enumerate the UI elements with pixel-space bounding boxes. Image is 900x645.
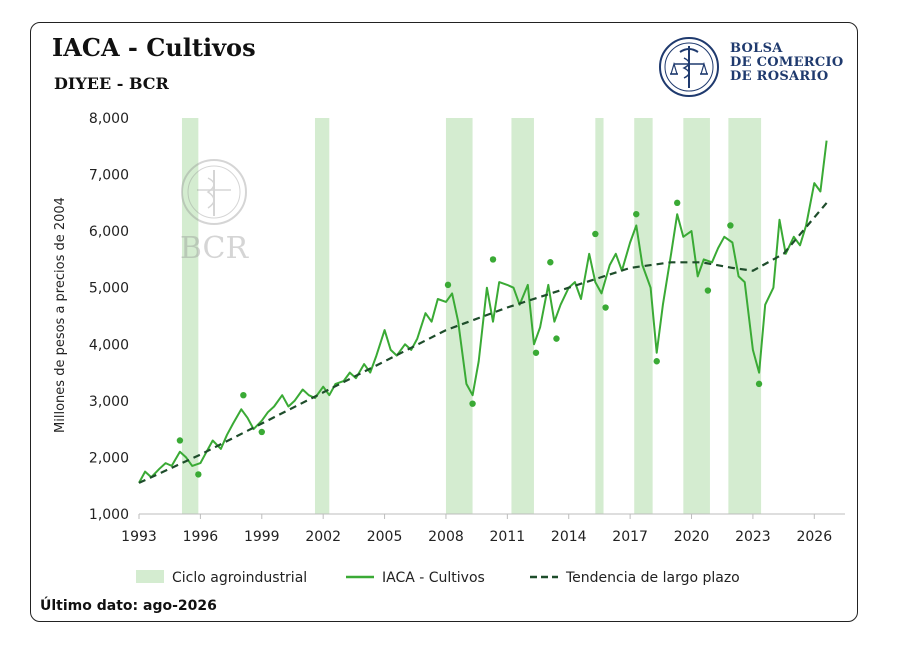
cycle-bands xyxy=(181,118,762,514)
y-tick-label: 1,000 xyxy=(89,507,129,523)
cycle-dot xyxy=(592,230,599,238)
legend-label: Ciclo agroindustrial xyxy=(172,570,307,586)
cycle-dot xyxy=(727,222,734,229)
legend-label: IACA - Cultivos xyxy=(382,570,485,586)
x-tick-label: 1996 xyxy=(183,529,219,545)
y-axis-label: Millones de pesos a precios de 2004 xyxy=(53,197,68,433)
cycle-dot xyxy=(633,210,640,218)
cycle-band xyxy=(181,118,199,514)
cycle-dot xyxy=(673,199,681,207)
x-tick-label: 1999 xyxy=(244,529,280,545)
bcr-watermark: BCR xyxy=(180,159,250,266)
caduceus-scales-seal-icon xyxy=(659,37,719,97)
axes: 1,000 2,000 3,000 4,000 5,000 6,000 7,000 8,000… xyxy=(89,111,845,545)
chart-card xyxy=(30,22,858,622)
x-tick-label: 2020 xyxy=(674,529,710,545)
cycle-dot xyxy=(547,259,554,266)
logo-text: BOLSA DE COMERCIO DE ROSARIO xyxy=(730,42,844,84)
y-tick-label: 3,000 xyxy=(89,394,129,410)
legend-label: Tendencia de largo plazo xyxy=(565,570,740,586)
cycle-band xyxy=(595,118,604,514)
cycle-band xyxy=(511,118,534,514)
cycle-dot xyxy=(258,428,265,436)
cycle-dots xyxy=(176,199,763,478)
x-tick-label: 1993 xyxy=(121,529,157,545)
cycle-dot xyxy=(469,400,476,407)
cycle-dot xyxy=(532,349,540,356)
cycle-dot xyxy=(195,471,202,478)
chart-subtitle: DIYEE - BCR xyxy=(54,74,169,93)
cycle-band xyxy=(683,118,710,514)
cycle-dot xyxy=(176,437,184,444)
cycle-dot xyxy=(704,287,712,294)
x-tick-label: 2017 xyxy=(612,529,648,545)
cycle-band xyxy=(728,118,762,514)
legend: Ciclo agroindustrial IACA - Cultivos Tende… xyxy=(136,570,740,586)
logo-line: DE ROSARIO xyxy=(730,69,829,84)
x-tick-label: 2005 xyxy=(367,529,403,545)
y-tick-label: 8,000 xyxy=(89,111,129,127)
y-tick-label: 4,000 xyxy=(89,337,129,353)
x-tick-label: 2011 xyxy=(490,529,526,545)
logo-line: BOLSA xyxy=(730,41,783,56)
trend-line xyxy=(138,202,828,484)
y-tick-label: 6,000 xyxy=(89,224,129,240)
cycle-band xyxy=(634,118,653,514)
bcr-logo: BOLSA DE COMERCIO DE ROSARIO xyxy=(658,36,848,98)
legend-swatch-band xyxy=(136,570,164,583)
cycle-dot xyxy=(755,380,763,388)
cycle-dot xyxy=(489,256,497,263)
x-tick-label: 2002 xyxy=(305,529,341,545)
cycle-band xyxy=(314,118,330,514)
cycle-dot xyxy=(444,281,452,289)
cycle-dot xyxy=(653,358,660,365)
cycle-band xyxy=(445,118,473,514)
y-tick-label: 5,000 xyxy=(89,281,129,297)
y-tick-label: 7,000 xyxy=(89,168,129,184)
cycle-dot xyxy=(240,392,247,399)
iaca-cultivos-line xyxy=(138,140,828,484)
x-tick-label: 2026 xyxy=(796,529,832,545)
y-tick-label: 2,000 xyxy=(89,450,129,466)
logo-line: DE COMERCIO xyxy=(730,55,844,70)
watermark-text: BCR xyxy=(180,231,250,266)
chart-title: IACA - Cultivos xyxy=(52,33,256,62)
x-tick-label: 2014 xyxy=(551,529,587,545)
last-data-note: Último dato: ago-2026 xyxy=(40,598,217,614)
series xyxy=(138,140,828,484)
x-tick-label: 2008 xyxy=(428,529,464,545)
cycle-dot xyxy=(602,304,609,311)
cycle-dot xyxy=(553,335,560,342)
x-tick-label: 2023 xyxy=(735,529,771,545)
